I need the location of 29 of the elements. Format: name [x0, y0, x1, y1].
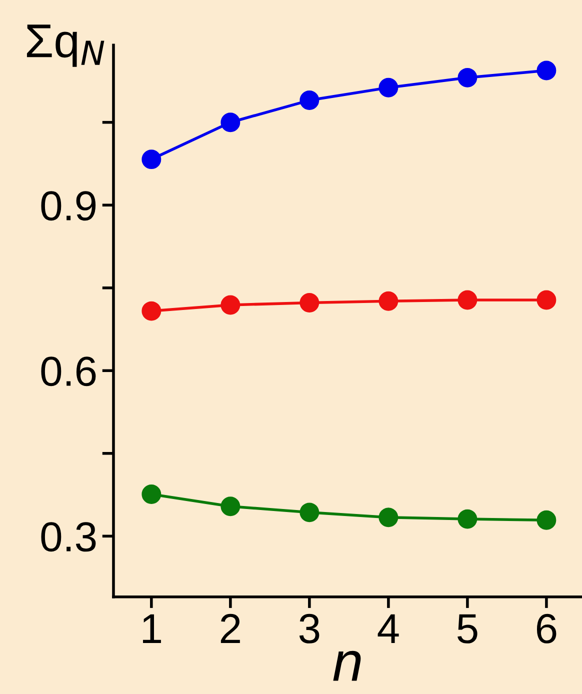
point: [536, 290, 556, 310]
point: [142, 484, 162, 504]
point: [220, 496, 240, 516]
y-tick-label: 0.9: [41, 191, 96, 221]
x-axis-title: n: [333, 650, 361, 681]
x-tick-label: 1: [143, 614, 161, 644]
point: [536, 60, 556, 80]
point: [300, 502, 320, 522]
point: [458, 68, 478, 88]
x-tick-label: 6: [536, 614, 556, 644]
x-tick-label: 4: [378, 614, 399, 644]
point: [220, 295, 240, 315]
point: [458, 509, 478, 529]
point: [300, 293, 320, 312]
y-tick-label: 0.6: [41, 356, 96, 386]
point: [536, 510, 556, 530]
point: [378, 291, 398, 311]
x-tick-label: 3: [299, 614, 320, 644]
point: [220, 112, 240, 132]
y-axis-title: Σq$_{N}$: [26, 24, 104, 67]
point: [378, 78, 398, 98]
point: [142, 150, 162, 170]
y-tick-label: 0.3: [41, 522, 96, 552]
point: [142, 301, 162, 321]
point: [378, 508, 398, 528]
x-tick-label: 2: [220, 614, 240, 644]
point: [300, 90, 320, 110]
x-tick-label: 5: [458, 614, 478, 644]
point: [458, 290, 478, 310]
